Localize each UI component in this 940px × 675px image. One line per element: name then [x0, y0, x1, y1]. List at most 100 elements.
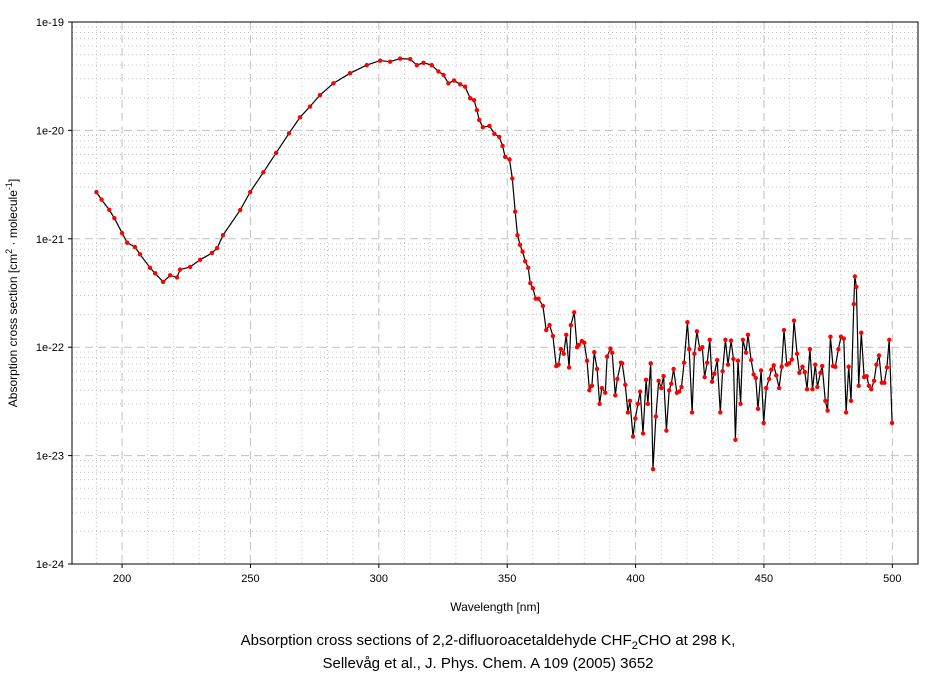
y-label-sup2: -1: [4, 182, 14, 190]
series-line-group: [95, 57, 893, 470]
data-point: [705, 360, 710, 365]
data-point: [587, 388, 592, 393]
data-point: [247, 189, 253, 195]
data-point: [347, 71, 353, 76]
data-point: [564, 332, 569, 338]
data-point: [492, 131, 497, 137]
data-point: [547, 322, 552, 328]
data-point: [603, 390, 608, 395]
data-point: [512, 209, 518, 214]
data-point: [137, 252, 143, 257]
data-point: [761, 420, 766, 426]
data-point: [556, 362, 561, 367]
data-point: [766, 376, 772, 382]
data-point: [526, 265, 531, 271]
data-point: [681, 360, 687, 365]
data-point: [584, 358, 590, 363]
y-label-sup1: 2: [4, 249, 14, 254]
y-tick-label: 1e-21: [36, 234, 64, 246]
data-point: [707, 337, 712, 343]
y-tick-label: 1e-22: [36, 342, 64, 354]
data-point: [550, 333, 556, 339]
data-point: [429, 62, 434, 68]
data-point: [818, 370, 823, 376]
data-point: [833, 364, 838, 369]
data-point: [119, 230, 125, 236]
data-point: [751, 372, 756, 377]
data-point: [544, 327, 549, 333]
data-point: [659, 385, 664, 391]
y-tick-label: 1e-19: [36, 17, 64, 29]
data-point: [620, 361, 625, 366]
data-point: [364, 62, 369, 68]
data-point: [679, 384, 684, 390]
data-point: [436, 69, 441, 74]
data-point: [740, 337, 746, 343]
data-point: [731, 356, 736, 362]
data-point: [640, 431, 646, 436]
data-point: [871, 378, 877, 383]
data-point: [728, 338, 734, 343]
data-point: [471, 97, 477, 103]
data-point: [214, 245, 220, 251]
data-point: [132, 244, 138, 250]
data-point: [836, 346, 841, 352]
data-point: [160, 279, 166, 285]
data-point: [779, 364, 784, 369]
caption-line-1: Absorption cross sections of 2,2-difluor…: [241, 632, 736, 652]
data-point: [561, 351, 566, 356]
x-tick-label: 450: [755, 573, 773, 585]
data-point: [748, 357, 754, 363]
data-point: [851, 301, 857, 307]
data-point: [536, 296, 541, 301]
data-point: [828, 334, 833, 339]
y-label-post: ]: [6, 179, 20, 182]
data-point: [500, 143, 505, 149]
data-point: [804, 386, 810, 392]
y-tick-label: 1e-23: [36, 451, 64, 463]
x-tick-label: 300: [370, 573, 388, 585]
data-point: [633, 416, 638, 421]
data-point: [656, 378, 661, 383]
data-point: [167, 273, 173, 278]
data-point: [261, 170, 266, 175]
data-point: [331, 81, 336, 86]
y-label-pre: Absorption cross section [cm: [6, 254, 20, 407]
data-point: [414, 62, 420, 68]
data-point: [599, 385, 605, 391]
data-point: [397, 56, 403, 61]
data-point: [522, 259, 528, 264]
data-point: [866, 383, 872, 389]
data-point: [446, 81, 451, 86]
data-point: [685, 320, 690, 325]
data-point: [377, 58, 383, 63]
data-point: [745, 332, 751, 338]
caption-sub: 2: [632, 640, 638, 652]
data-point: [623, 382, 628, 387]
data-point: [297, 115, 303, 120]
data-point: [407, 56, 413, 62]
data-point: [451, 78, 457, 83]
data-point: [712, 371, 717, 376]
data-point: [468, 96, 473, 101]
data-point: [610, 350, 615, 355]
data-point: [220, 232, 226, 238]
data-point: [317, 92, 323, 98]
x-tick-label: 400: [626, 573, 644, 585]
data-point: [530, 286, 536, 291]
data-point: [387, 59, 393, 64]
data-point: [177, 267, 183, 272]
y-label-mid: · molecule: [6, 190, 20, 249]
data-point: [715, 357, 720, 363]
data-point: [815, 384, 820, 390]
caption-line-2: Sellevåg et al., J. Phys. Chem. A 109 (2…: [322, 655, 653, 672]
data-point: [566, 365, 572, 370]
data-point: [687, 346, 692, 352]
data-point: [572, 310, 577, 315]
data-point: [597, 401, 602, 407]
data-point: [700, 345, 705, 350]
data-point: [604, 354, 610, 359]
data-point: [843, 410, 849, 415]
data-point: [743, 350, 749, 355]
